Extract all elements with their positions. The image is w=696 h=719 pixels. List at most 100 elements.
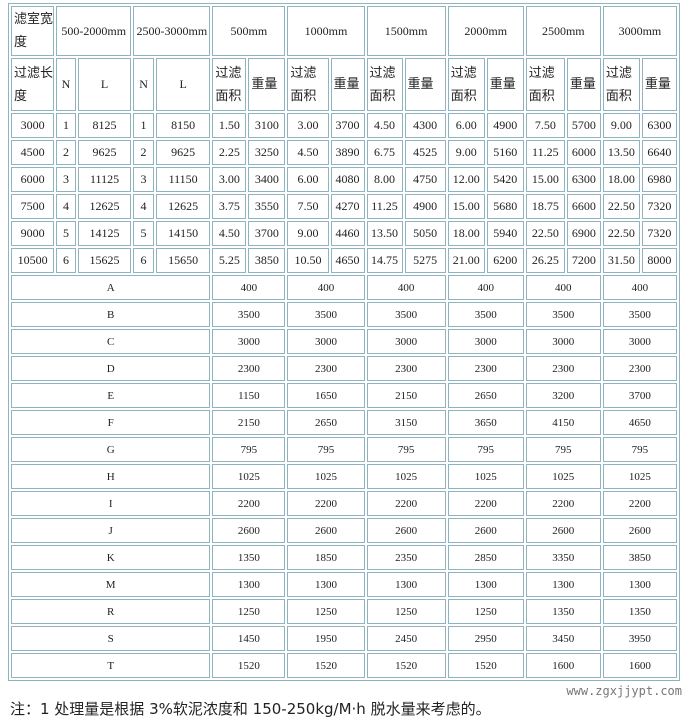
table-row: 7500 4 12625 4 12625 3.75 3550 7.50 4270 11.25 490…	[11, 194, 677, 219]
dimension-label: D	[11, 356, 211, 381]
table-row: 10500 6 15625 6 15650 5.25 3850 10.50 4650 14.75 5…	[11, 248, 677, 273]
weight-header: 重量	[486, 58, 524, 111]
area-cell: 10.50	[287, 248, 329, 273]
length-cell: 3000	[11, 113, 55, 138]
weight-cell: 6980	[641, 167, 677, 192]
weight-header: 重量	[641, 58, 677, 111]
area-cell: 22.50	[525, 221, 565, 246]
area-cell: 21.00	[447, 248, 485, 273]
dimension-label: S	[11, 626, 211, 651]
dimension-value: 2300	[602, 356, 677, 381]
width-header: 1000mm	[287, 6, 365, 56]
weight-cell: 5680	[486, 194, 524, 219]
watermark: www.zgxjjypt.com	[566, 684, 682, 698]
width-label: 滤室宽度	[11, 6, 55, 56]
dimension-value: 3500	[212, 302, 286, 327]
area-cell: 3.00	[287, 113, 329, 138]
dimension-value: 1350	[212, 545, 286, 570]
area-cell: 22.50	[602, 194, 640, 219]
area-cell: 15.00	[525, 167, 565, 192]
l-cell: 11150	[155, 167, 211, 192]
n-cell: 1	[56, 113, 76, 138]
length-cell: 10500	[11, 248, 55, 273]
spec-table-container: 滤室宽度 500-2000mm 2500-3000mm 500mm 1000mm 1500…	[8, 3, 680, 681]
dimension-row: G 795 795 795 795 795 795	[11, 437, 677, 462]
dimension-label: T	[11, 653, 211, 678]
dimension-value: 1150	[212, 383, 286, 408]
dimension-value: 3000	[525, 329, 601, 354]
dimension-value: 795	[447, 437, 524, 462]
dimension-label: R	[11, 599, 211, 624]
weight-cell: 3550	[248, 194, 286, 219]
dimension-value: 1650	[287, 383, 365, 408]
dimension-value: 2200	[602, 491, 677, 516]
dimension-value: 1025	[287, 464, 365, 489]
dimension-value: 3150	[366, 410, 446, 435]
dimension-value: 1300	[212, 572, 286, 597]
area-cell: 13.50	[602, 140, 640, 165]
weight-cell: 6900	[566, 221, 601, 246]
n-cell: 2	[133, 140, 154, 165]
dimension-value: 2200	[287, 491, 365, 516]
n-cell: 2	[56, 140, 76, 165]
weight-cell: 6300	[566, 167, 601, 192]
n-header: N	[133, 58, 154, 111]
area-cell: 22.50	[602, 221, 640, 246]
dimension-value: 1250	[447, 599, 524, 624]
weight-cell: 5940	[486, 221, 524, 246]
weight-cell: 4080	[330, 167, 365, 192]
dimension-value: 795	[525, 437, 601, 462]
l-cell: 9625	[77, 140, 132, 165]
weight-header: 重量	[330, 58, 365, 111]
area-cell: 26.25	[525, 248, 565, 273]
dimension-value: 2950	[447, 626, 524, 651]
dimension-label: H	[11, 464, 211, 489]
dimension-value: 1250	[366, 599, 446, 624]
l-cell: 9625	[155, 140, 211, 165]
area-cell: 18.00	[602, 167, 640, 192]
area-cell: 18.00	[447, 221, 485, 246]
l-cell: 12625	[155, 194, 211, 219]
dimension-value: 2650	[287, 410, 365, 435]
dimension-value: 3200	[525, 383, 601, 408]
length-cell: 9000	[11, 221, 55, 246]
weight-cell: 6200	[486, 248, 524, 273]
dimension-value: 1025	[212, 464, 286, 489]
l-cell: 15625	[77, 248, 132, 273]
area-header: 过滤面积	[287, 58, 329, 111]
dimension-label: K	[11, 545, 211, 570]
area-header: 过滤面积	[212, 58, 247, 111]
area-cell: 4.50	[212, 221, 247, 246]
dimension-row: S 1450 1950 2450 2950 3450 3950	[11, 626, 677, 651]
area-cell: 7.50	[287, 194, 329, 219]
dimension-value: 1520	[287, 653, 365, 678]
dimension-value: 4150	[525, 410, 601, 435]
dimension-value: 795	[602, 437, 677, 462]
dimension-value: 2600	[602, 518, 677, 543]
area-cell: 13.50	[366, 221, 403, 246]
dimension-value: 1450	[212, 626, 286, 651]
l-cell: 14125	[77, 221, 132, 246]
weight-cell: 7320	[641, 194, 677, 219]
l-cell: 12625	[77, 194, 132, 219]
area-cell: 6.00	[447, 113, 485, 138]
weight-cell: 6000	[566, 140, 601, 165]
dimension-value: 3500	[447, 302, 524, 327]
dimension-label: A	[11, 275, 211, 300]
dimension-value: 1520	[447, 653, 524, 678]
area-header: 过滤面积	[447, 58, 485, 111]
weight-cell: 5275	[404, 248, 446, 273]
dimension-row: D 2300 2300 2300 2300 2300 2300	[11, 356, 677, 381]
dimension-row: A 400 400 400 400 400 400	[11, 275, 677, 300]
width-header: 2000mm	[447, 6, 524, 56]
dimension-value: 2850	[447, 545, 524, 570]
dimension-value: 3500	[525, 302, 601, 327]
weight-cell: 4900	[404, 194, 446, 219]
header-row-width: 滤室宽度 500-2000mm 2500-3000mm 500mm 1000mm 1500…	[11, 6, 677, 56]
weight-cell: 5050	[404, 221, 446, 246]
dimension-value: 3650	[447, 410, 524, 435]
weight-cell: 4460	[330, 221, 365, 246]
dimension-value: 1300	[366, 572, 446, 597]
dimension-value: 2200	[366, 491, 446, 516]
weight-header: 重量	[248, 58, 286, 111]
